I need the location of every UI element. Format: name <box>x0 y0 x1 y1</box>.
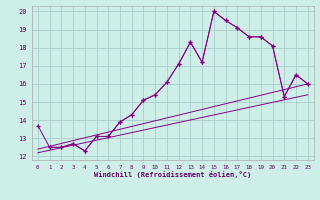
X-axis label: Windchill (Refroidissement éolien,°C): Windchill (Refroidissement éolien,°C) <box>94 171 252 178</box>
